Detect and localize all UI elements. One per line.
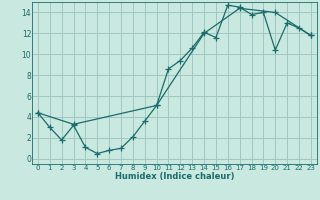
X-axis label: Humidex (Indice chaleur): Humidex (Indice chaleur): [115, 172, 234, 181]
